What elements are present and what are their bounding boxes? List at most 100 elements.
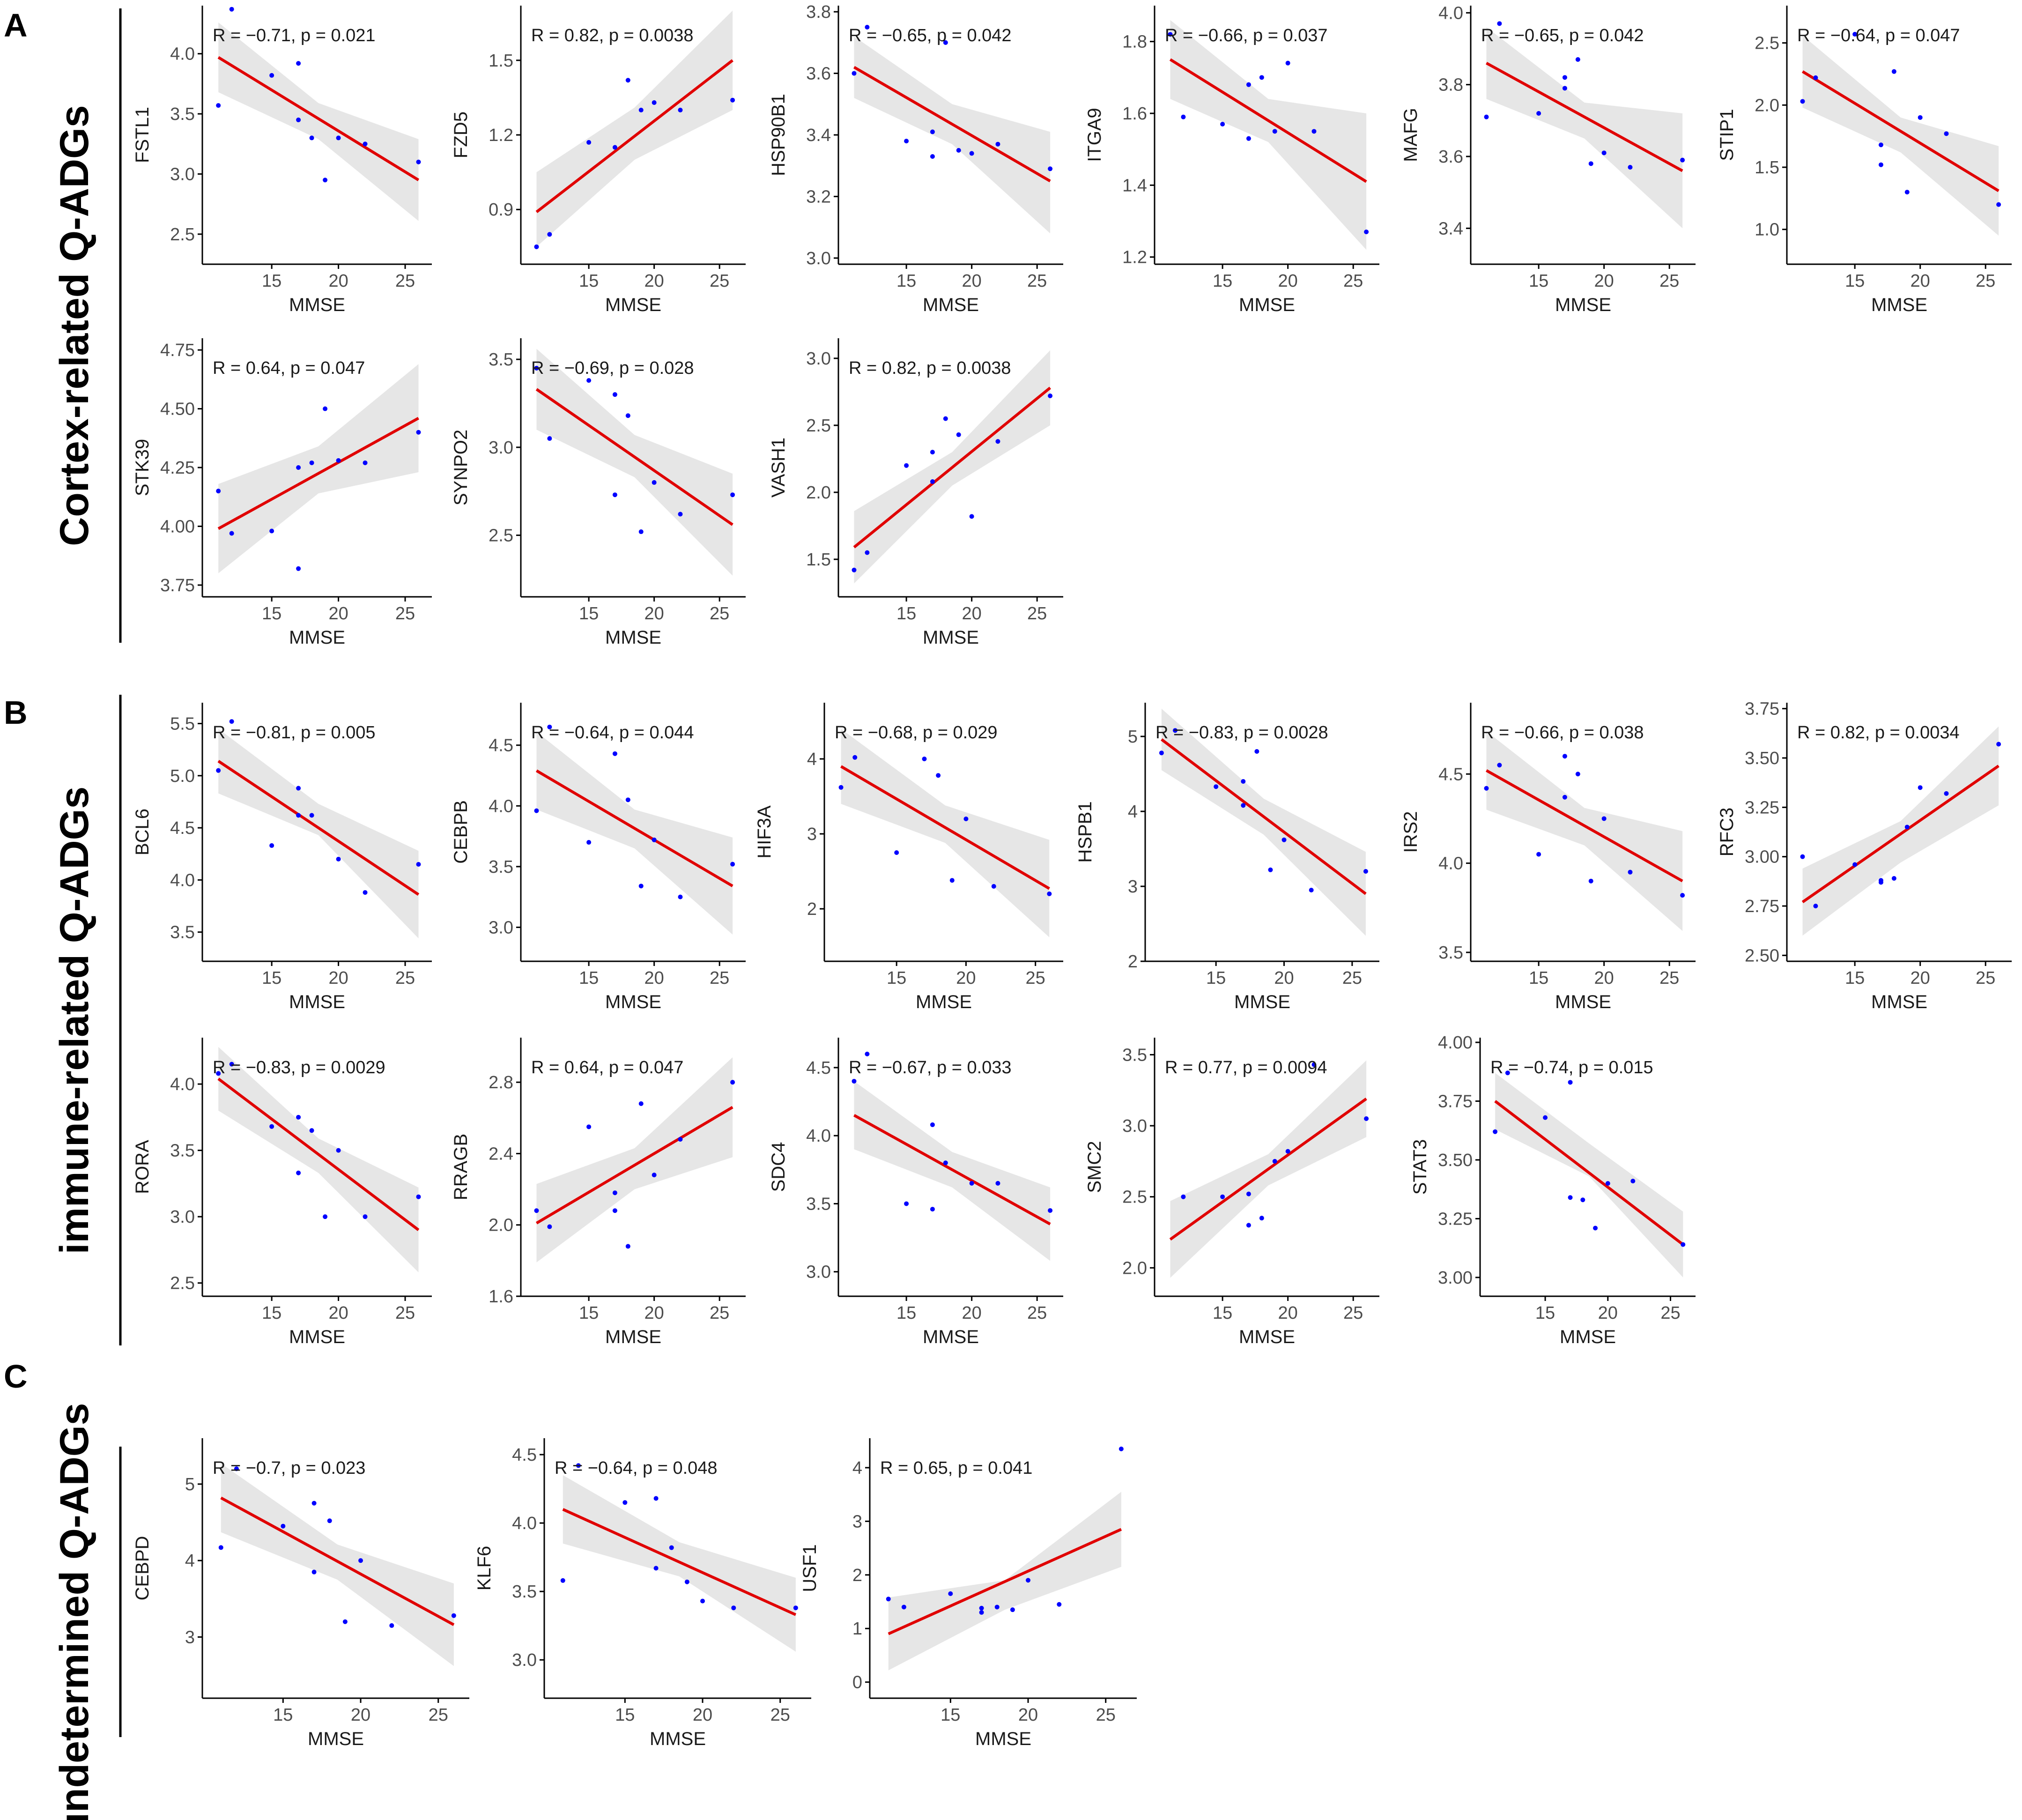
x-tick-label: 15: [896, 1303, 916, 1323]
x-tick-label: 15: [273, 1705, 293, 1725]
x-tick-label: 25: [710, 271, 729, 291]
y-tick-label: 1.5: [489, 51, 513, 71]
data-point: [1878, 162, 1883, 167]
regression-line: [1161, 738, 1367, 895]
data-point: [309, 460, 314, 465]
data-point: [930, 1207, 935, 1212]
y-tick-label: 3.0: [489, 918, 513, 937]
y-axis-label: HSP90B1: [768, 94, 789, 176]
regression-line: [853, 1114, 1051, 1226]
x-axis-label: MMSE: [289, 992, 345, 1012]
y-tick-label: 3.5: [1438, 943, 1463, 963]
correlation-annotation: R = −0.83, p = 0.0028: [1155, 723, 1328, 743]
correlation-annotation: R = 0.77, p = 0.0094: [1165, 1058, 1327, 1077]
y-axis-label: VASH1: [768, 438, 789, 498]
x-tick-label: 25: [1027, 604, 1047, 624]
data-point: [904, 1201, 909, 1206]
y-axis-label: HIF3A: [754, 805, 775, 859]
data-point: [1118, 1446, 1124, 1451]
panel-letter-b: B: [4, 694, 28, 731]
data-point: [1891, 69, 1896, 74]
x-tick-label: 25: [710, 1303, 729, 1323]
x-tick-label: 25: [1096, 1705, 1116, 1725]
x-tick-label: 15: [579, 1303, 599, 1323]
data-point: [229, 719, 234, 724]
data-point: [416, 159, 421, 164]
y-tick-label: 3: [1128, 877, 1138, 897]
y-tick-label: 2.5: [806, 416, 831, 436]
data-point: [336, 458, 341, 463]
y-tick-label: 3.25: [1438, 1209, 1473, 1229]
x-tick-label: 25: [1343, 1303, 1363, 1323]
scatter-panel-synpo2: 15 20 25 2.5 3.0 3.5 MMSE SYNPO2 R = −0.69, p = …: [451, 338, 746, 648]
x-axis-label: MMSE: [1239, 1327, 1295, 1347]
data-point: [547, 232, 552, 237]
confidence-band: [218, 728, 419, 938]
correlation-annotation: R = −0.64, p = 0.048: [555, 1458, 718, 1478]
correlation-annotation: R = −0.66, p = 0.037: [1165, 26, 1328, 45]
regression-line: [535, 769, 733, 887]
y-tick-label: 3.0: [170, 1207, 195, 1227]
data-point: [625, 797, 630, 802]
data-point: [229, 7, 234, 12]
data-point: [638, 1101, 644, 1106]
confidence-band: [1161, 708, 1366, 936]
data-point: [342, 1619, 348, 1624]
data-point: [560, 1578, 565, 1583]
confidence-band: [536, 349, 733, 576]
y-tick-label: 3.6: [1438, 147, 1463, 167]
data-point: [901, 1605, 906, 1610]
x-tick-label: 25: [1027, 271, 1047, 291]
data-point: [1181, 1194, 1186, 1199]
regression-line: [217, 1077, 420, 1231]
y-axis-label: STK39: [132, 439, 153, 496]
data-point: [309, 1128, 314, 1133]
y-tick-label: 1.2: [489, 126, 513, 145]
y-tick-label: 2.5: [489, 526, 513, 546]
y-tick-label: 4.0: [170, 45, 195, 64]
y-axis-label: FZD5: [451, 111, 471, 158]
data-point: [547, 1224, 552, 1229]
data-point: [534, 244, 539, 249]
correlation-annotation: R = 0.64, p = 0.047: [531, 1058, 683, 1077]
data-point: [1259, 1216, 1264, 1221]
data-point: [311, 1569, 317, 1575]
data-point: [652, 837, 657, 842]
regression-line: [1169, 1097, 1367, 1241]
confidence-band: [1802, 35, 1999, 236]
data-point: [684, 1579, 689, 1584]
x-tick-label: 15: [262, 968, 281, 988]
data-point: [969, 1181, 974, 1186]
x-axis-label: MMSE: [1560, 1327, 1616, 1347]
confidence-band: [218, 364, 419, 573]
correlation-annotation: R = −0.68, p = 0.029: [835, 723, 998, 743]
data-point: [547, 436, 552, 441]
data-point: [1484, 114, 1489, 119]
data-point: [700, 1598, 705, 1604]
confidence-band: [221, 1463, 454, 1666]
x-axis-label: MMSE: [605, 295, 661, 315]
scatter-panel-rfc3: 15 20 25 2.50 2.75 3.00 3.25 3.50 3.75 MMSE RFC3 R …: [1717, 699, 2012, 1012]
regression-line: [1801, 765, 2000, 904]
y-tick-label: 3.0: [806, 349, 831, 369]
data-point: [1048, 393, 1053, 398]
y-tick-label: 3.2: [806, 187, 831, 207]
data-point: [948, 1591, 953, 1596]
data-point: [995, 1181, 1000, 1186]
scatter-panel-cebpd: 15 20 25 3 4 5 MMSE CEBPD R = −0.7, p = 0.023: [132, 1438, 469, 1749]
y-tick-label: 3.8: [806, 2, 831, 22]
x-tick-label: 25: [1976, 968, 1995, 988]
data-point: [1996, 742, 2001, 747]
data-point: [309, 813, 314, 818]
data-point: [852, 1078, 857, 1084]
data-point: [323, 178, 328, 183]
y-tick-label: 5.5: [170, 714, 195, 734]
x-tick-label: 15: [896, 604, 916, 624]
data-point: [612, 492, 617, 498]
data-point: [1285, 1149, 1290, 1154]
regression-line: [1494, 1100, 1684, 1246]
data-point: [1562, 795, 1567, 800]
data-point: [586, 1124, 592, 1129]
y-tick-label: 3.0: [170, 164, 195, 184]
